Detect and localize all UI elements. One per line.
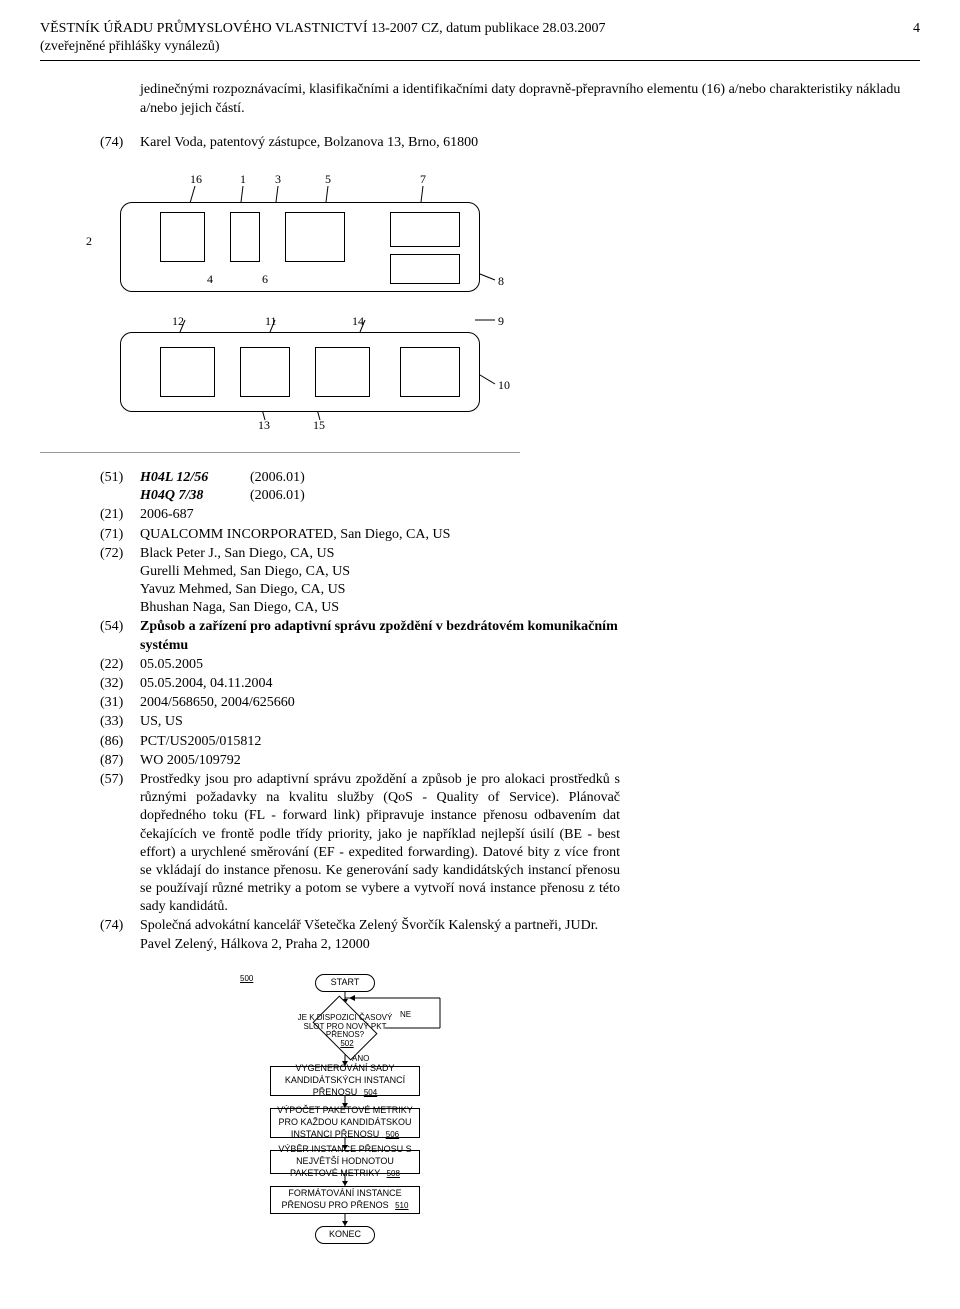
wo-number: WO 2005/109792 [140,752,620,770]
block-7 [390,212,460,247]
flow-ne-label: NE [400,1010,411,1020]
filing-date: 05.05.2005 [140,656,620,674]
applicant: QUALCOMM INCORPORATED, San Diego, CA, US [140,526,620,544]
inid-86: (86) [100,733,140,751]
figure-2-flowchart: 500 START JE K DISPOZICI Č [200,974,920,1254]
inid-21: (21) [100,506,140,524]
inid-72: (72) [100,545,140,618]
inid-32: (32) [100,675,140,693]
page-number: 4 [890,20,920,38]
flow-box-506: VÝPOČET PAKETOVÉ METRIKY PRO KAŽDOU KAND… [270,1108,420,1138]
ref-8: 8 [498,274,504,290]
block-3 [230,212,260,262]
page-header: VĚSTNÍK ÚŘADU PRŮMYSLOVÉHO VLASTNICTVÍ 1… [40,20,920,61]
inid-22: (22) [100,656,140,674]
ipc-class-2: H04Q 7/38 [140,487,250,505]
agent-info-b: Společná advokátní kancelář Všetečka Zel… [140,917,620,953]
abstract-continuation: jedinečnými rozpoznávacími, klasifikační… [140,81,920,117]
block-8b [390,254,460,284]
agent-info: Karel Voda, patentový zástupce, Bolzanov… [140,134,920,152]
flow-box-510: FORMÁTOVÁNÍ INSTANCE PŘENOSU PRO PŘENOS … [270,1186,420,1214]
ref-6: 6 [262,272,268,288]
block-12 [160,347,215,397]
inid-87: (87) [100,752,140,770]
flow-box-504: VYGENEROVÁNÍ SADY KANDIDÁTSKÝCH INSTANCÍ… [270,1066,420,1096]
flow-start: START [315,974,375,992]
block-5 [285,212,345,262]
inid-54: (54) [100,618,140,654]
priority-date: 05.05.2004, 04.11.2004 [140,675,620,693]
ref-9: 9 [498,314,504,330]
record-2: (51) H04L 12/56 (2006.01) H04Q 7/38 (200… [100,469,620,954]
inid-51: (51) [100,469,140,505]
pct-number: PCT/US2005/015812 [140,733,620,751]
ref-4: 4 [207,272,213,288]
priority-number: 2004/568650, 2004/625660 [140,694,620,712]
figure-1: 2 16 1 3 5 7 [100,172,920,432]
inventors: Black Peter J., San Diego, CA, US Gurell… [140,545,620,618]
flow-start-label: START [331,977,360,989]
ipc-year-2: (2006.01) [250,487,305,505]
ref-15: 15 [313,418,325,434]
flow-end: KONEC [315,1226,375,1244]
ref-13: 13 [258,418,270,434]
ref-11: 11 [265,314,277,330]
inid-31: (31) [100,694,140,712]
inid-71: (71) [100,526,140,544]
separator [40,452,520,453]
application-number: 2006-687 [140,506,620,524]
inid-code-74: (74) [100,134,140,152]
ref-2: 2 [86,234,92,250]
ref-12: 12 [172,314,184,330]
flow-decision-text: JE K DISPOZICI ČASOVÝ SLOT PRO NOVÝ PKT … [295,1014,395,1049]
ref-10: 10 [498,378,510,394]
inid-74-b: (74) [100,917,140,953]
inid-57: (57) [100,771,140,917]
section-subtitle: (zveřejněné přihlášky vynálezů) [40,38,890,56]
record1-continuation: jedinečnými rozpoznávacími, klasifikační… [140,81,920,117]
block-11 [240,347,290,397]
ipc-year-1: (2006.01) [250,469,305,487]
abstract: Prostředky jsou pro adaptivní správu zpo… [140,771,620,917]
priority-country: US, US [140,713,620,731]
invention-title: Způsob a zařízení pro adaptivní správu z… [140,618,620,654]
ipc-class-1: H04L 12/56 [140,469,250,487]
block-1 [160,212,205,262]
ref-14: 14 [352,314,364,330]
flow-box-508: VÝBĚR INSTANCE PŘENOSU S NEJVĚTŠÍ HODNOT… [270,1150,420,1174]
block-10 [400,347,460,397]
journal-title: VĚSTNÍK ÚŘADU PRŮMYSLOVÉHO VLASTNICTVÍ 1… [40,20,890,38]
flow-end-label: KONEC [329,1229,361,1241]
inid-33: (33) [100,713,140,731]
block-14 [315,347,370,397]
